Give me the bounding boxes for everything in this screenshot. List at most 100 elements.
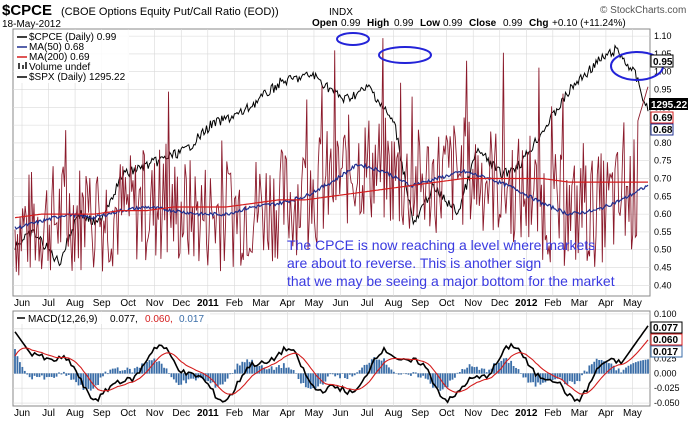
macd-hist-bar (461, 369, 464, 374)
high-label: High (367, 18, 389, 29)
macd-hist-bar (175, 373, 178, 383)
macd-hist-bar (165, 368, 168, 374)
legend-swatch-volume-a (18, 63, 20, 69)
price-x-tick: Oct (120, 298, 136, 309)
macd-hist-bar (270, 366, 273, 374)
macd-hist-bar (287, 367, 290, 374)
macd-hist-bar (192, 373, 195, 379)
macd-hist-bar (58, 372, 60, 374)
macd-hist-bar (268, 368, 271, 374)
macd-hist-bar (495, 363, 498, 374)
macd-hist-bar (583, 370, 586, 374)
legend-spx: $SPX (Daily) 1295.22 (29, 72, 126, 83)
macd-hist-bar (578, 373, 581, 382)
macd-hist-bar (31, 373, 34, 380)
macd-hist-bar (106, 373, 109, 375)
macd-x-tick: Oct (439, 408, 455, 419)
macd-hist-bar (14, 349, 16, 374)
macd-badges: 0.077 0.060 0.017 (650, 321, 683, 358)
badge-cpce: 0.95 (653, 57, 673, 68)
macd-hist-bar (607, 363, 610, 374)
ohlc-readout: Open 0.99 High 0.99 Low 0.99 Close 0.99 … (312, 18, 626, 29)
price-x-tick: Oct (439, 298, 455, 309)
brand-label: © StockCharts.com (600, 5, 686, 16)
macd-hist-bar (520, 373, 522, 374)
macd-hist-bar (33, 373, 36, 376)
macd-hist-bar (124, 370, 126, 374)
macd-hist-bar (463, 369, 466, 374)
macd-hist-bar (434, 373, 437, 388)
macd-hist-bar (119, 370, 121, 374)
macd-hist-bar (644, 359, 647, 374)
macd-hist-bar (444, 373, 447, 388)
macd-hist-bar (527, 373, 530, 383)
macd-hist-bar (148, 360, 151, 374)
macd-hist-bar (593, 361, 596, 374)
price-x-tick: Aug (385, 298, 403, 309)
macd-hist-bar (204, 373, 207, 381)
low-label: Low (420, 18, 440, 29)
price-x-tick: Jul (361, 298, 374, 309)
open-value: 0.99 (341, 18, 361, 29)
chart-exchange: INDX (329, 7, 353, 18)
macd-hist-bar (221, 373, 224, 385)
highlight-circle-1 (336, 32, 370, 46)
macd-hist-bar (133, 368, 136, 374)
macd-hist-bar (383, 358, 385, 374)
macd-hist-bar (400, 373, 403, 375)
macd-hist-bar (238, 365, 241, 374)
macd-hist-bar (172, 373, 175, 380)
macd-hist-bar (546, 373, 549, 381)
macd-x-tick: Jun (14, 408, 30, 419)
macd-hist-bar (168, 372, 170, 374)
badge-ma200-frame (650, 111, 674, 124)
price-y-tick: 0.65 (654, 191, 672, 201)
macd-x-tick: Nov (464, 408, 482, 419)
badge-ma50: 0.68 (653, 125, 673, 136)
macd-badge-macd: 0.077 (653, 323, 678, 334)
macd-hist-bar (576, 373, 579, 381)
macd-x-tick: Oct (120, 408, 136, 419)
price-x-axis: Jun Jul Aug Sep Oct Nov Dec 2011 Feb Mar Apr May Jun… (14, 298, 642, 309)
price-x-tick: Apr (280, 298, 296, 309)
price-y-tick: 0.75 (654, 156, 672, 166)
macd-hist-bar (356, 372, 359, 374)
macd-hist-bar (97, 373, 99, 385)
price-y-tick: 1.10 (654, 31, 672, 41)
price-y-tick: 1.00 (654, 67, 672, 77)
macd-hist-bar (378, 359, 381, 374)
macd-hist-bar (451, 373, 454, 380)
macd-hist-bar (502, 358, 505, 374)
price-y-tick: 0.70 (654, 174, 672, 184)
macd-hist-bar (573, 373, 576, 385)
macd-hist-bar (588, 365, 591, 374)
macd-hist-bar (18, 362, 21, 374)
macd-legend-label: MACD(12,26,9) (28, 314, 97, 325)
macd-hist-bar (549, 373, 552, 380)
macd-hist-bar (219, 373, 222, 385)
macd-hist-bar (67, 373, 70, 375)
macd-hist-bar (231, 373, 234, 375)
signal-line (14, 339, 649, 395)
macd-hist-bar (163, 367, 165, 374)
macd-hist-bar (304, 373, 307, 388)
macd-hist-bar (84, 373, 87, 388)
macd-x-tick: Mar (571, 408, 589, 419)
macd-hist-bar (600, 359, 603, 374)
macd-badge-macd-frame (650, 321, 683, 334)
macd-hist-bar (544, 373, 547, 383)
annotation: The CPCE is now reaching a level where m… (287, 237, 615, 289)
badge-spx: 1295.22 (651, 100, 688, 111)
macd-hist-bar (131, 372, 134, 374)
macd-hist-bar (21, 366, 24, 374)
badge-ma50-frame (650, 123, 674, 136)
macd-hist-bar (366, 364, 368, 374)
annotation-line-2: are about to reverse. This is another si… (287, 255, 541, 271)
macd-x-tick: Dec (172, 408, 190, 419)
price-x-tick: Jun (332, 298, 348, 309)
macd-hist-bar (590, 364, 593, 374)
close-label: Close (469, 18, 497, 29)
price-x-tick: May (623, 298, 642, 309)
macd-hist-bar (16, 356, 19, 374)
